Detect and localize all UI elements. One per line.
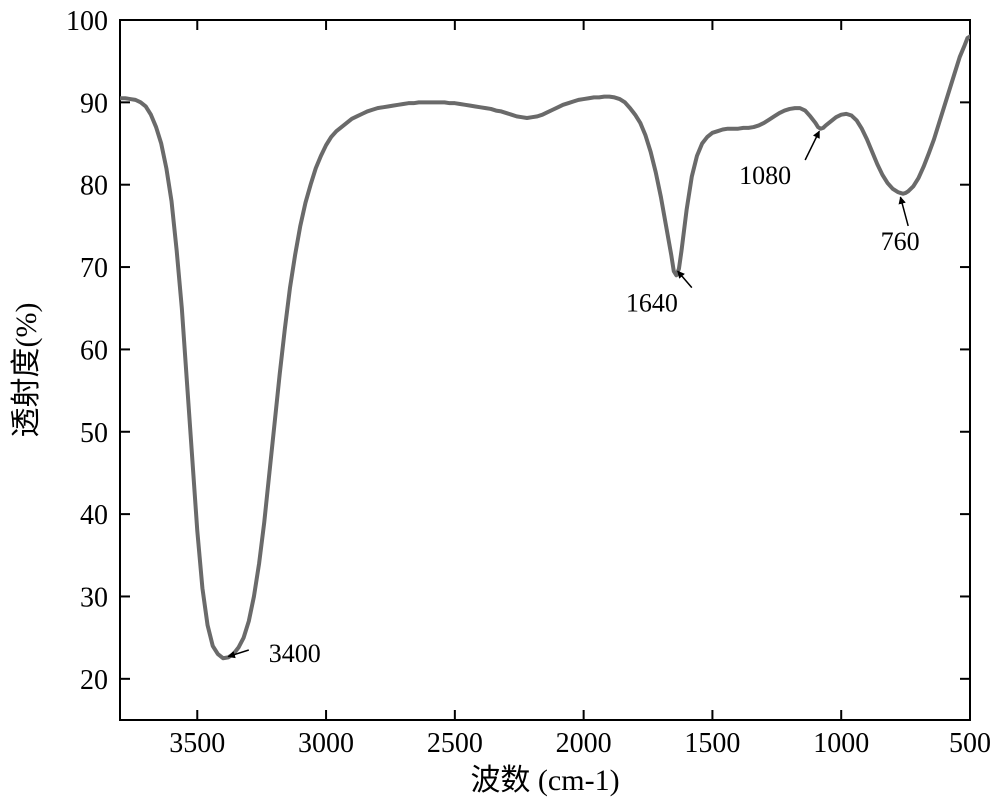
svg-text:1080: 1080 — [739, 161, 791, 190]
svg-text:40: 40 — [80, 500, 108, 531]
svg-text:500: 500 — [949, 728, 991, 759]
svg-text:760: 760 — [881, 227, 920, 256]
svg-text:2500: 2500 — [427, 728, 483, 759]
svg-text:2000: 2000 — [556, 728, 612, 759]
svg-text:3400: 3400 — [269, 639, 321, 668]
svg-text:60: 60 — [80, 335, 108, 366]
svg-text:1000: 1000 — [813, 728, 869, 759]
svg-text:3500: 3500 — [169, 728, 225, 759]
ir-spectrum-chart: 3500 3000 2500 2000 1500 1000 500 20 30 40 50 60 70 8… — [0, 0, 1000, 812]
svg-text:90: 90 — [80, 88, 108, 119]
svg-text:50: 50 — [80, 418, 108, 449]
svg-text:80: 80 — [80, 171, 108, 202]
svg-text:1640: 1640 — [626, 289, 678, 318]
svg-text:70: 70 — [80, 253, 108, 284]
svg-text:30: 30 — [80, 582, 108, 613]
svg-text:透射度(%): 透射度(%) — [10, 303, 43, 438]
svg-text:3000: 3000 — [298, 728, 354, 759]
svg-text:100: 100 — [66, 6, 108, 37]
svg-text:波数 (cm-1): 波数 (cm-1) — [470, 764, 619, 797]
svg-text:20: 20 — [80, 665, 108, 696]
chart-svg: 3500 3000 2500 2000 1500 1000 500 20 30 40 50 60 70 8… — [0, 0, 1000, 812]
svg-text:1500: 1500 — [684, 728, 740, 759]
